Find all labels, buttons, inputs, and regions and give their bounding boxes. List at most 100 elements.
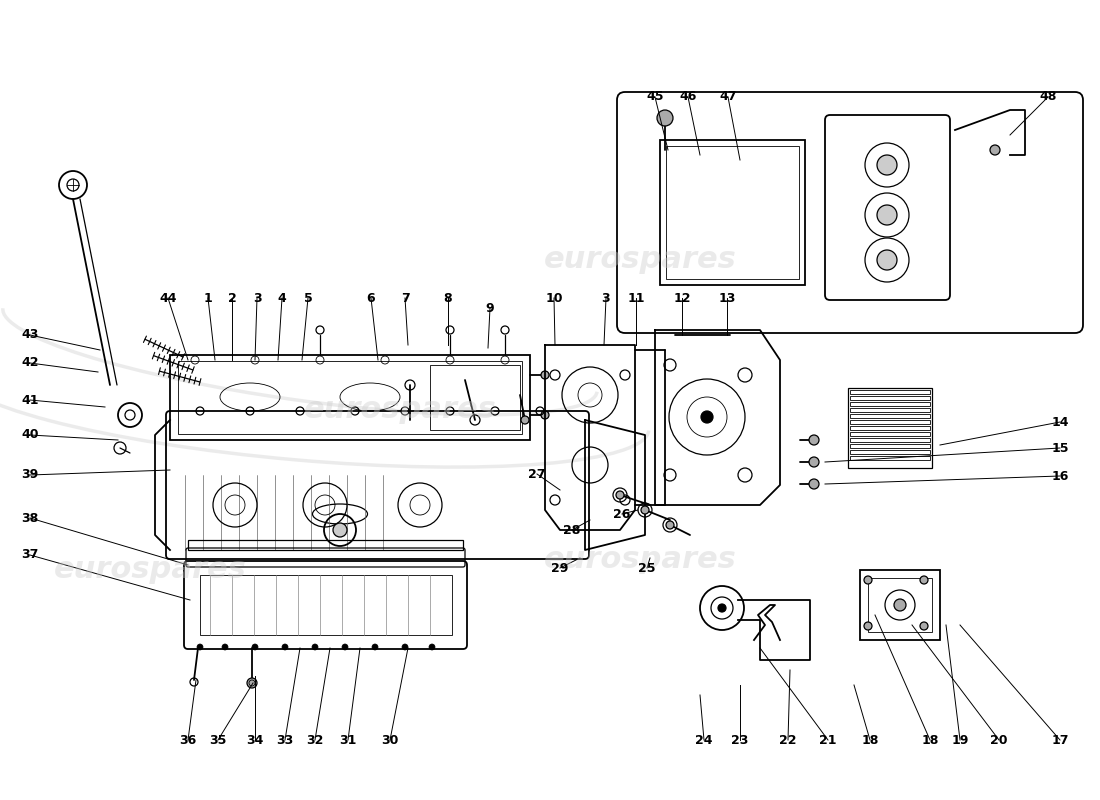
Circle shape — [864, 622, 872, 630]
Text: 4: 4 — [277, 291, 286, 305]
Circle shape — [641, 506, 649, 514]
Text: 36: 36 — [179, 734, 197, 746]
Text: 27: 27 — [528, 467, 546, 481]
Text: 32: 32 — [306, 734, 323, 746]
Bar — [188, 540, 463, 550]
Bar — [430, 365, 520, 430]
Text: 12: 12 — [673, 291, 691, 305]
Text: 1: 1 — [204, 291, 212, 305]
Circle shape — [808, 479, 820, 489]
Bar — [660, 140, 805, 285]
Circle shape — [197, 644, 204, 650]
Text: eurospares: eurospares — [304, 395, 496, 425]
Text: 8: 8 — [443, 291, 452, 305]
Text: 29: 29 — [551, 562, 569, 574]
Circle shape — [541, 411, 549, 419]
Text: 23: 23 — [732, 734, 749, 746]
Text: 6: 6 — [366, 291, 375, 305]
Circle shape — [282, 644, 288, 650]
Circle shape — [342, 644, 348, 650]
Bar — [666, 146, 799, 279]
Text: 45: 45 — [647, 90, 663, 103]
Text: 9: 9 — [486, 302, 494, 314]
Text: 7: 7 — [400, 291, 409, 305]
Text: 19: 19 — [952, 734, 969, 746]
Circle shape — [429, 644, 434, 650]
Circle shape — [920, 622, 928, 630]
Circle shape — [372, 644, 378, 650]
Circle shape — [616, 491, 624, 499]
Circle shape — [894, 599, 906, 611]
Text: 11: 11 — [627, 291, 645, 305]
Circle shape — [252, 644, 258, 650]
Text: 41: 41 — [21, 394, 38, 406]
Text: 46: 46 — [680, 90, 696, 103]
Bar — [850, 414, 930, 418]
Bar — [850, 408, 930, 412]
Text: 13: 13 — [718, 291, 736, 305]
Text: 3: 3 — [253, 291, 262, 305]
Circle shape — [877, 155, 896, 175]
Bar — [848, 388, 932, 468]
Text: 43: 43 — [21, 329, 38, 342]
Text: 18: 18 — [922, 734, 938, 746]
Bar — [860, 570, 940, 640]
Text: eurospares: eurospares — [543, 546, 736, 574]
Bar — [850, 402, 930, 406]
Circle shape — [312, 644, 318, 650]
Text: 40: 40 — [21, 429, 38, 442]
Bar — [850, 426, 930, 430]
Text: 31: 31 — [339, 734, 356, 746]
Circle shape — [864, 576, 872, 584]
Text: 2: 2 — [228, 291, 236, 305]
Bar — [850, 456, 930, 460]
Text: 30: 30 — [382, 734, 398, 746]
Circle shape — [718, 604, 726, 612]
Circle shape — [402, 644, 408, 650]
Text: 18: 18 — [861, 734, 879, 746]
Text: 48: 48 — [1040, 90, 1057, 103]
Bar — [178, 361, 522, 434]
Bar — [868, 578, 932, 632]
Circle shape — [990, 145, 1000, 155]
Circle shape — [808, 457, 820, 467]
Text: 24: 24 — [695, 734, 713, 746]
Text: 3: 3 — [602, 291, 610, 305]
Circle shape — [541, 371, 549, 379]
Text: eurospares: eurospares — [54, 555, 246, 585]
Text: 44: 44 — [160, 291, 177, 305]
Text: 20: 20 — [990, 734, 1008, 746]
Bar — [170, 355, 530, 440]
Text: 35: 35 — [209, 734, 227, 746]
Bar — [200, 575, 452, 635]
Text: 14: 14 — [1052, 415, 1069, 429]
Text: 47: 47 — [719, 90, 737, 103]
Circle shape — [248, 678, 257, 688]
Circle shape — [877, 205, 896, 225]
Circle shape — [877, 250, 896, 270]
Circle shape — [701, 411, 713, 423]
Circle shape — [808, 435, 820, 445]
Text: 26: 26 — [614, 507, 630, 521]
Bar — [850, 438, 930, 442]
Bar — [850, 390, 930, 394]
Text: 28: 28 — [563, 523, 581, 537]
Bar — [850, 432, 930, 436]
Circle shape — [920, 576, 928, 584]
Bar — [850, 450, 930, 454]
Text: eurospares: eurospares — [543, 246, 736, 274]
Bar — [850, 420, 930, 424]
Text: 22: 22 — [779, 734, 796, 746]
Text: 5: 5 — [304, 291, 312, 305]
Circle shape — [521, 416, 529, 424]
Text: 38: 38 — [21, 511, 38, 525]
Text: 17: 17 — [1052, 734, 1069, 746]
Bar — [850, 396, 930, 400]
Circle shape — [333, 523, 346, 537]
Text: 16: 16 — [1052, 470, 1069, 482]
Text: 37: 37 — [21, 549, 38, 562]
Circle shape — [657, 110, 673, 126]
Text: 39: 39 — [21, 469, 38, 482]
Circle shape — [666, 521, 674, 529]
Text: 21: 21 — [820, 734, 837, 746]
